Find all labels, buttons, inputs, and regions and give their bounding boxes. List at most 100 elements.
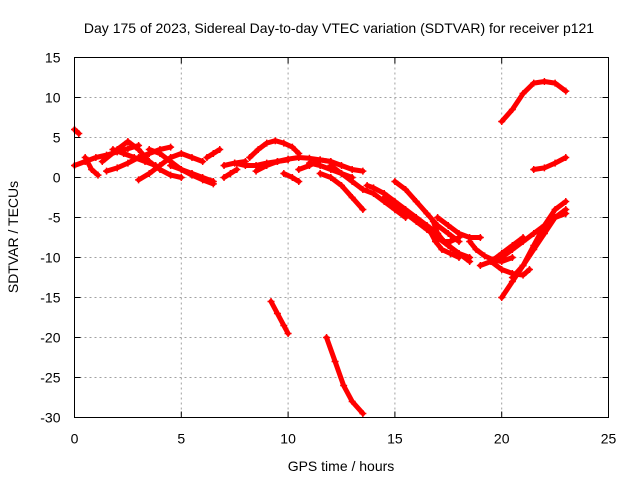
data-point <box>412 218 420 225</box>
data-point <box>246 154 254 161</box>
data-point <box>92 154 100 161</box>
x-tick-label: 15 <box>387 431 403 447</box>
y-tick-label: 5 <box>53 130 61 146</box>
data-point <box>284 330 292 337</box>
series-arc-11 <box>203 146 224 161</box>
data-point <box>167 143 175 151</box>
series-arc-17 <box>280 170 303 185</box>
data-point <box>188 170 196 177</box>
data-point <box>519 90 527 97</box>
series-arc-34 <box>508 206 570 281</box>
data-point <box>135 176 143 184</box>
data-point <box>145 146 153 153</box>
data-point <box>476 234 484 241</box>
data-point <box>273 158 281 165</box>
data-point <box>130 154 138 161</box>
data-point <box>412 198 420 205</box>
data-point <box>280 139 288 147</box>
data-point <box>109 146 117 153</box>
data-point <box>363 182 371 189</box>
series-arc-37 <box>267 298 292 337</box>
data-point <box>423 210 431 217</box>
data-point <box>94 171 102 179</box>
data-point <box>263 162 271 169</box>
data-point <box>124 159 132 167</box>
data-point <box>177 174 185 181</box>
data-point <box>370 184 378 192</box>
data-point <box>295 166 303 173</box>
data-point <box>124 138 132 145</box>
data-point <box>359 206 367 213</box>
data-point <box>530 230 538 237</box>
data-point <box>241 162 249 169</box>
data-point <box>145 170 153 177</box>
series-line <box>328 163 409 220</box>
data-point <box>431 238 439 245</box>
series-arc-21 <box>327 162 410 221</box>
data-point <box>423 222 431 229</box>
data-point <box>472 246 480 253</box>
data-point <box>120 150 128 157</box>
data-point <box>338 182 345 189</box>
x-tick-label: 20 <box>494 431 510 447</box>
series-arc-20 <box>316 170 367 213</box>
data-point <box>551 214 559 221</box>
data-point <box>295 154 303 161</box>
series-arc-31 <box>487 258 533 279</box>
data-point <box>359 186 367 193</box>
data-point <box>81 154 89 161</box>
chart-title: Day 175 of 2023, Sidereal Day-to-day VTE… <box>84 20 594 36</box>
data-point <box>476 262 484 269</box>
data-point <box>348 398 356 405</box>
data-point <box>98 158 106 165</box>
data-point <box>551 159 559 167</box>
data-point <box>438 246 446 253</box>
series-arc-24 <box>391 178 463 245</box>
data-point <box>519 262 527 269</box>
data-point <box>280 170 288 177</box>
data-point <box>271 137 279 145</box>
data-point <box>177 150 185 157</box>
data-point <box>466 254 474 261</box>
data-point <box>540 230 548 237</box>
data-point <box>233 166 241 173</box>
data-point <box>288 174 296 181</box>
series-arc-35 <box>498 78 570 125</box>
data-point <box>444 222 452 229</box>
y-tick-label: -5 <box>48 210 61 226</box>
data-point <box>226 170 234 177</box>
data-point <box>551 79 559 87</box>
data-point <box>446 238 454 245</box>
data-point <box>327 162 335 169</box>
data-point <box>323 334 331 341</box>
data-point <box>141 158 149 165</box>
data-point <box>519 238 527 245</box>
y-tick-label: -15 <box>40 290 60 306</box>
data-point <box>273 310 281 317</box>
data-point <box>508 274 516 281</box>
data-point <box>434 230 442 237</box>
data-point <box>508 106 516 113</box>
series-line <box>268 299 291 336</box>
data-point <box>359 410 367 417</box>
series-arc-13 <box>220 166 241 181</box>
data-point <box>156 162 164 169</box>
data-point <box>508 246 516 253</box>
y-tick-label: -30 <box>40 410 60 426</box>
data-point <box>338 162 345 169</box>
data-point <box>209 178 217 185</box>
series-line <box>531 155 569 172</box>
data-point <box>562 198 570 205</box>
data-point <box>551 206 559 213</box>
data-point <box>199 158 207 165</box>
y-tick-label: 0 <box>53 170 61 186</box>
series-arc-01 <box>71 126 83 137</box>
data-point <box>498 254 506 261</box>
y-tick-label: -20 <box>40 330 60 346</box>
data-point <box>562 87 570 95</box>
data-point <box>135 146 143 153</box>
data-point <box>338 170 345 177</box>
data-point <box>254 146 262 153</box>
